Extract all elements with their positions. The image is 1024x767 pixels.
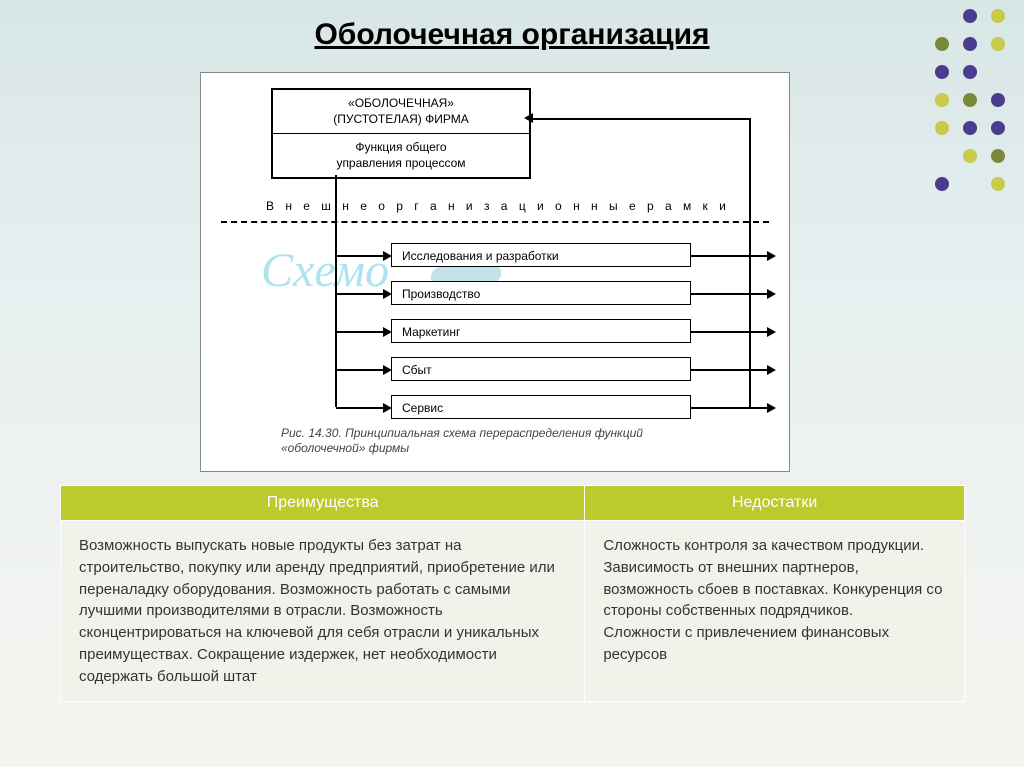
caption-prefix: Рис. 14.30.: [281, 426, 342, 440]
arrow-out-func: [767, 327, 776, 337]
connector-out-func: [691, 331, 769, 333]
arrow-out-func: [767, 289, 776, 299]
shell-firm-subtitle: Функция общегоуправления процессом: [273, 134, 529, 177]
header-advantages: Преимущества: [61, 486, 585, 521]
function-box: Сервис: [391, 395, 691, 419]
arrow-into-func: [383, 289, 392, 299]
function-box: Исследования и разработки: [391, 243, 691, 267]
arrow-into-func: [383, 251, 392, 261]
boundary-dashed-line: [221, 221, 769, 223]
connector-out-func: [691, 407, 769, 409]
diagram-container: «ОБОЛОЧЕЧНАЯ»(ПУСТОТЕЛАЯ) ФИРМА Функция …: [200, 72, 790, 472]
arrow-into-func: [383, 327, 392, 337]
arrow-into-func: [383, 365, 392, 375]
function-box: Маркетинг: [391, 319, 691, 343]
cell-disadvantages: Сложность контроля за качеством продукци…: [585, 521, 965, 702]
connector-into-func: [336, 293, 385, 295]
connector-into-func: [336, 407, 385, 409]
connector-vertical-main: [335, 175, 337, 407]
connector-into-func: [336, 331, 385, 333]
connector-feedback-top: [531, 118, 749, 120]
shell-firm-box: «ОБОЛОЧЕЧНАЯ»(ПУСТОТЕЛАЯ) ФИРМА Функция …: [271, 88, 531, 179]
arrow-into-func: [383, 403, 392, 413]
shell-firm-title: «ОБОЛОЧЕЧНАЯ»(ПУСТОТЕЛАЯ) ФИРМА: [273, 90, 529, 134]
arrow-feedback-into-top: [524, 113, 533, 123]
cell-advantages: Возможность выпускать новые продукты без…: [61, 521, 585, 702]
function-box: Сбыт: [391, 357, 691, 381]
connector-out-func: [691, 369, 769, 371]
connector-feedback-vertical: [749, 118, 751, 407]
connector-into-func: [336, 255, 385, 257]
decorative-dots: [924, 0, 1014, 210]
arrow-out-func: [767, 365, 776, 375]
figure-caption: Рис. 14.30. Принципиальная схема перерас…: [281, 426, 643, 457]
arrow-out-func: [767, 403, 776, 413]
function-box: Производство: [391, 281, 691, 305]
connector-out-func: [691, 255, 769, 257]
connector-out-func: [691, 293, 769, 295]
header-disadvantages: Недостатки: [585, 486, 965, 521]
slide-title: Оболочечная организация: [0, 18, 1024, 52]
arrow-out-func: [767, 251, 776, 261]
connector-into-func: [336, 369, 385, 371]
watermark-text: Схемо: [261, 243, 389, 298]
pros-cons-table: Преимущества Недостатки Возможность выпу…: [60, 485, 965, 702]
